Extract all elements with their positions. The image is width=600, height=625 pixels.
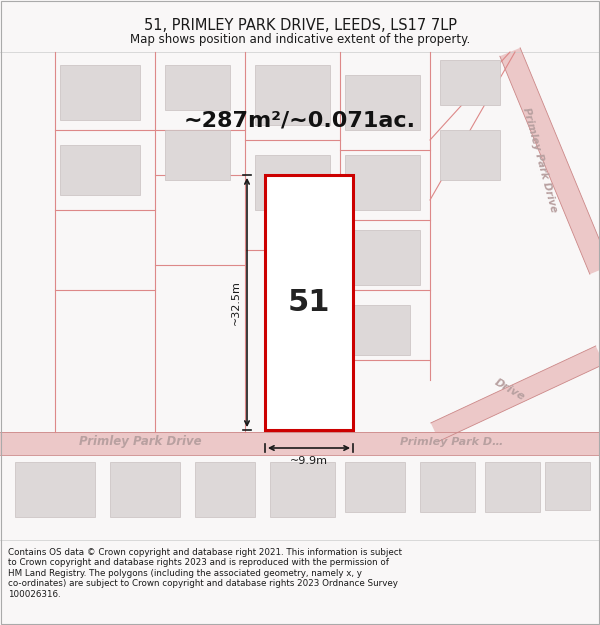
Text: 51: 51 bbox=[288, 288, 330, 317]
Bar bbox=[345, 462, 405, 512]
Polygon shape bbox=[431, 346, 600, 441]
Bar bbox=[345, 75, 420, 130]
Bar bbox=[265, 175, 353, 430]
Bar bbox=[60, 145, 140, 195]
Bar bbox=[485, 462, 540, 512]
Bar bbox=[345, 155, 420, 210]
Bar bbox=[110, 462, 180, 517]
Bar bbox=[165, 65, 230, 110]
Text: ~9.9m: ~9.9m bbox=[290, 456, 328, 466]
Bar bbox=[345, 230, 420, 285]
Text: Primley Park D…: Primley Park D… bbox=[400, 437, 503, 447]
Text: Contains OS data © Crown copyright and database right 2021. This information is : Contains OS data © Crown copyright and d… bbox=[8, 548, 402, 599]
Bar bbox=[0, 52, 600, 540]
Bar bbox=[420, 462, 475, 512]
Bar bbox=[345, 305, 410, 355]
Bar bbox=[195, 462, 255, 517]
Bar bbox=[15, 462, 95, 517]
Text: 51, PRIMLEY PARK DRIVE, LEEDS, LS17 7LP: 51, PRIMLEY PARK DRIVE, LEEDS, LS17 7LP bbox=[143, 18, 457, 33]
Text: Drive: Drive bbox=[493, 378, 527, 402]
Polygon shape bbox=[500, 48, 600, 274]
Bar bbox=[270, 462, 335, 517]
Text: ~32.5m: ~32.5m bbox=[231, 280, 241, 325]
Bar bbox=[165, 130, 230, 180]
Bar bbox=[440, 60, 500, 105]
Bar bbox=[0, 432, 600, 455]
Bar bbox=[545, 462, 590, 510]
Bar bbox=[255, 155, 330, 210]
Text: Primley Park Drive: Primley Park Drive bbox=[521, 106, 559, 214]
Bar bbox=[440, 130, 500, 180]
Text: ~287m²/~0.071ac.: ~287m²/~0.071ac. bbox=[184, 110, 416, 130]
Bar bbox=[255, 65, 330, 125]
Bar bbox=[60, 65, 140, 120]
Text: Map shows position and indicative extent of the property.: Map shows position and indicative extent… bbox=[130, 33, 470, 46]
Text: Primley Park Drive: Primley Park Drive bbox=[79, 436, 202, 449]
